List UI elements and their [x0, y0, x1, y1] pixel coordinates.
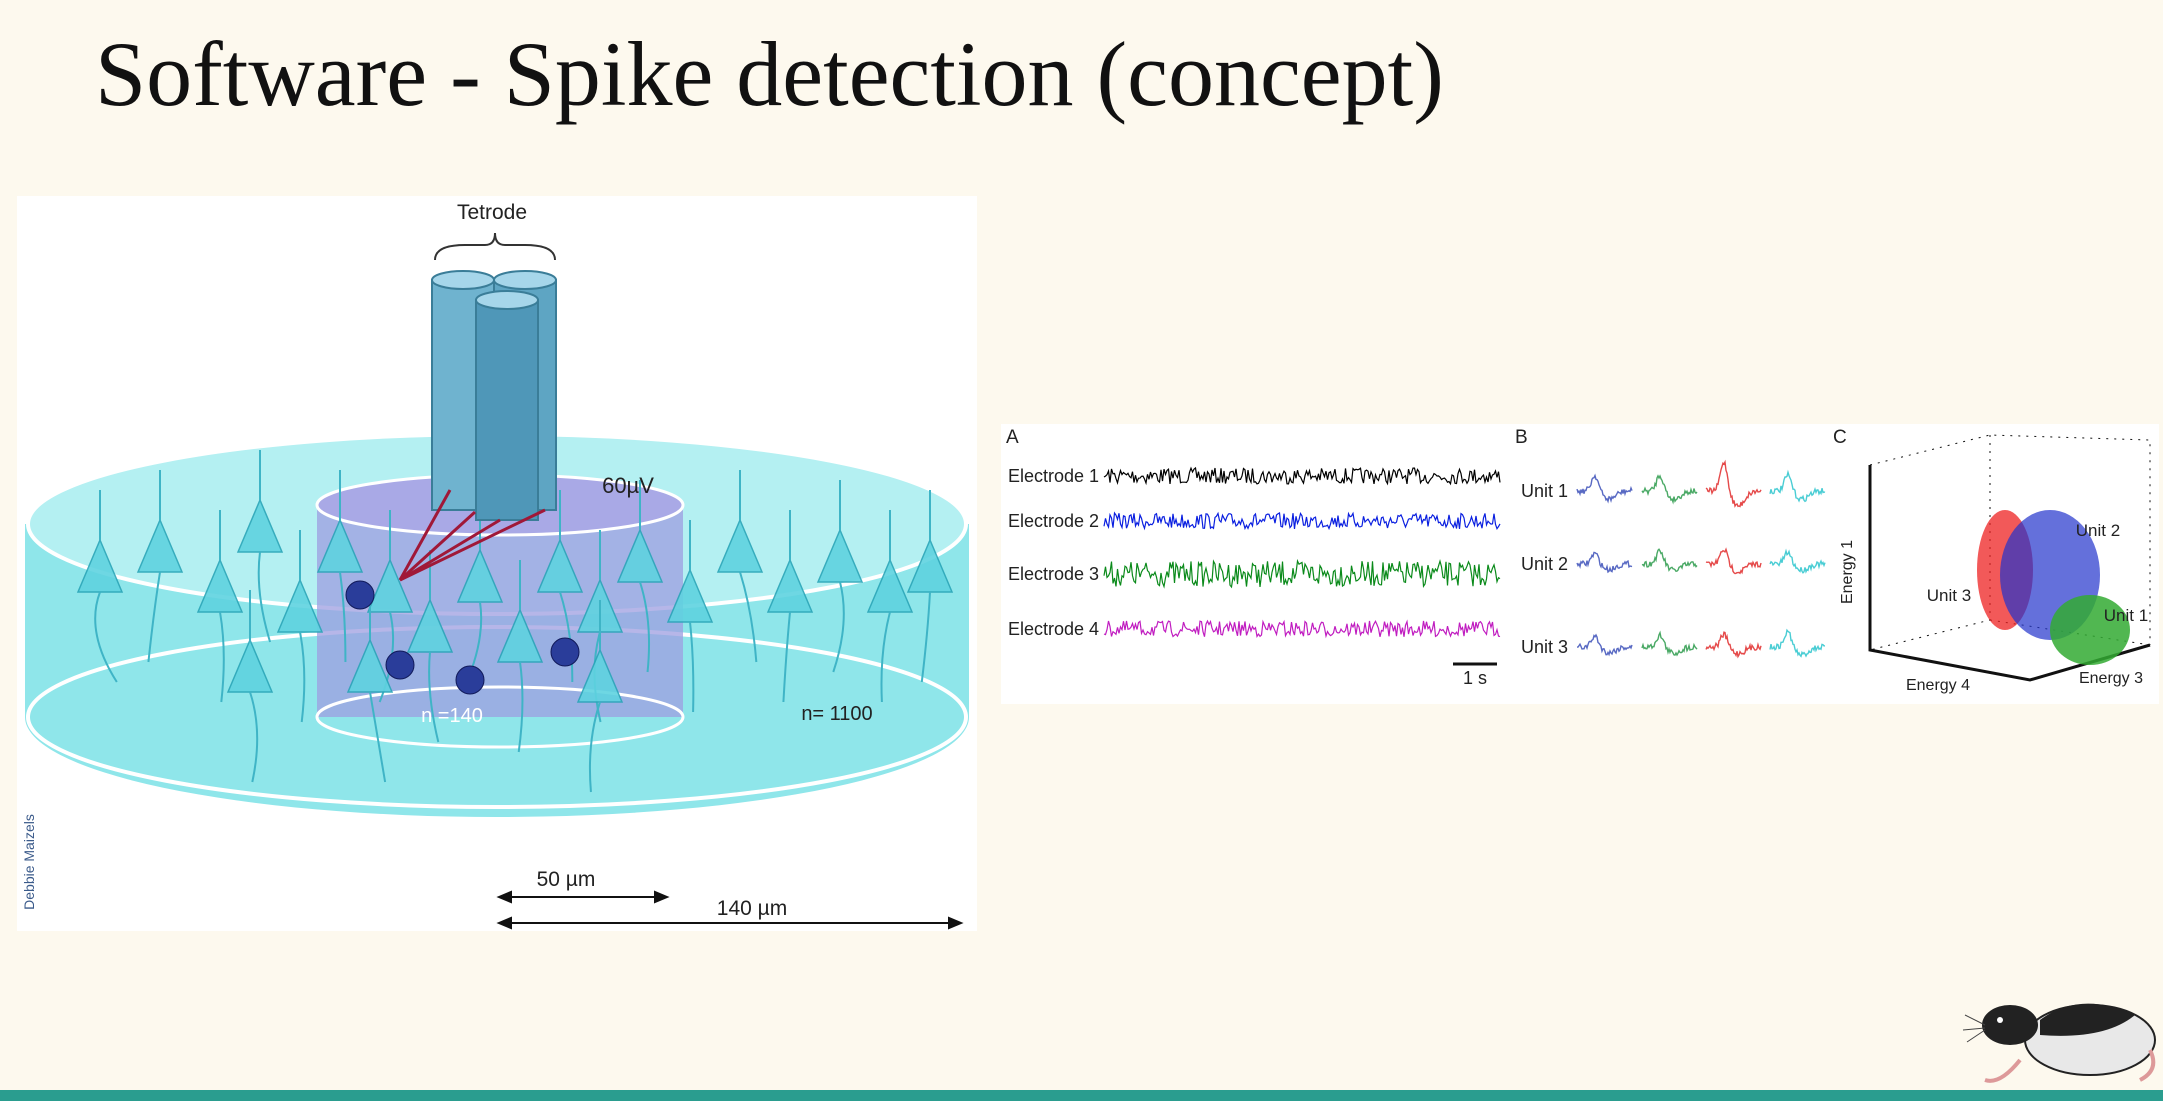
dendrite [920, 490, 931, 683]
outer-count: n= 1100 [801, 703, 872, 725]
unit-label: Unit 2 [1521, 554, 1568, 574]
inner-radius: 50 µm [537, 868, 596, 891]
rat-logo [1962, 1003, 2156, 1083]
panel-letter: C [1833, 427, 1847, 448]
dendrite [588, 600, 601, 793]
inner-ring [315, 685, 685, 749]
electrode-label: Electrode 2 [1008, 511, 1099, 531]
dendrite [428, 550, 440, 743]
cell-body [345, 580, 375, 610]
electrode-label: Electrode 1 [1008, 466, 1099, 486]
dendrite [832, 480, 845, 673]
tetrode-wires [431, 270, 557, 521]
electrode-trace [1103, 558, 1501, 589]
outer-radius: 140 µm [717, 897, 787, 920]
inner-count: n =140 [421, 705, 483, 727]
cell-body [455, 665, 485, 695]
footer-bar [0, 1090, 2163, 1101]
dendrite [689, 520, 695, 713]
unit-waveform [1705, 547, 1762, 575]
scale-arrows [496, 890, 964, 930]
axis-label: Energy 3 [2079, 670, 2143, 687]
dendrite [559, 490, 574, 683]
traces: Electrode 1 Electrode 2 Electrode 3 Electro… [1008, 466, 1501, 639]
dendrite [219, 510, 225, 703]
time-scale-label: 1 s [1463, 668, 1487, 688]
dendrite [782, 510, 791, 703]
unit-waveform [1576, 551, 1633, 574]
credit: Debbie Maizels [21, 814, 37, 910]
unit-waveform [1705, 459, 1762, 508]
axis-label: Energy 4 [1906, 677, 1970, 694]
cell-body [385, 650, 415, 680]
dendrite [639, 480, 651, 673]
tetrode-label: Tetrode [457, 201, 527, 224]
electrode-trace [1103, 619, 1501, 639]
neurons [76, 450, 954, 793]
panel-letter: B [1515, 427, 1528, 448]
unit-waveform [1577, 633, 1633, 657]
unit-label: Unit 1 [1521, 481, 1568, 501]
dendrite [339, 470, 347, 663]
axis-label: Energy 1 [1839, 540, 1856, 604]
dendrite [147, 470, 161, 663]
unit-label: Unit 3 [1521, 637, 1568, 657]
dendrite [517, 560, 524, 753]
unit-waveform [1576, 473, 1633, 504]
unit-waveform [1705, 631, 1762, 659]
dendrite [739, 470, 758, 663]
unit-waveform [1769, 628, 1826, 658]
tetrode-brace [434, 232, 556, 261]
electrode-label: Electrode 4 [1008, 619, 1099, 639]
electrode-label: Electrode 3 [1008, 564, 1099, 584]
unit-waveform [1641, 548, 1698, 572]
signal-arrows [398, 489, 546, 582]
cluster-label: Unit 2 [2076, 521, 2120, 540]
dendrite [299, 530, 306, 723]
unit-waveform [1769, 548, 1826, 574]
cell-body [550, 637, 580, 667]
slide-title: Software - Spike detection (concept) [95, 23, 1444, 125]
dendrite [94, 490, 118, 683]
unit-waveform [1641, 630, 1698, 657]
electrode-trace [1103, 466, 1501, 486]
dendrite [880, 510, 891, 703]
tetrode-figure: Tetrode 60µV n =140 n= 1100 50 µm 140 µm… [17, 196, 977, 931]
dendrite [249, 590, 259, 783]
waveforms: Unit 1 Unit 2 Unit 3 [1521, 459, 1826, 659]
panel-letter: A [1006, 427, 1019, 448]
electrode-trace [1103, 511, 1501, 531]
unit-waveform [1769, 469, 1826, 503]
cluster-label: Unit 1 [2104, 606, 2148, 625]
unit-waveform [1641, 474, 1698, 505]
voltage-label: 60µV [602, 473, 654, 498]
cluster-label: Unit 3 [1927, 586, 1971, 605]
dendrite [257, 450, 272, 643]
cluster [2050, 595, 2130, 665]
